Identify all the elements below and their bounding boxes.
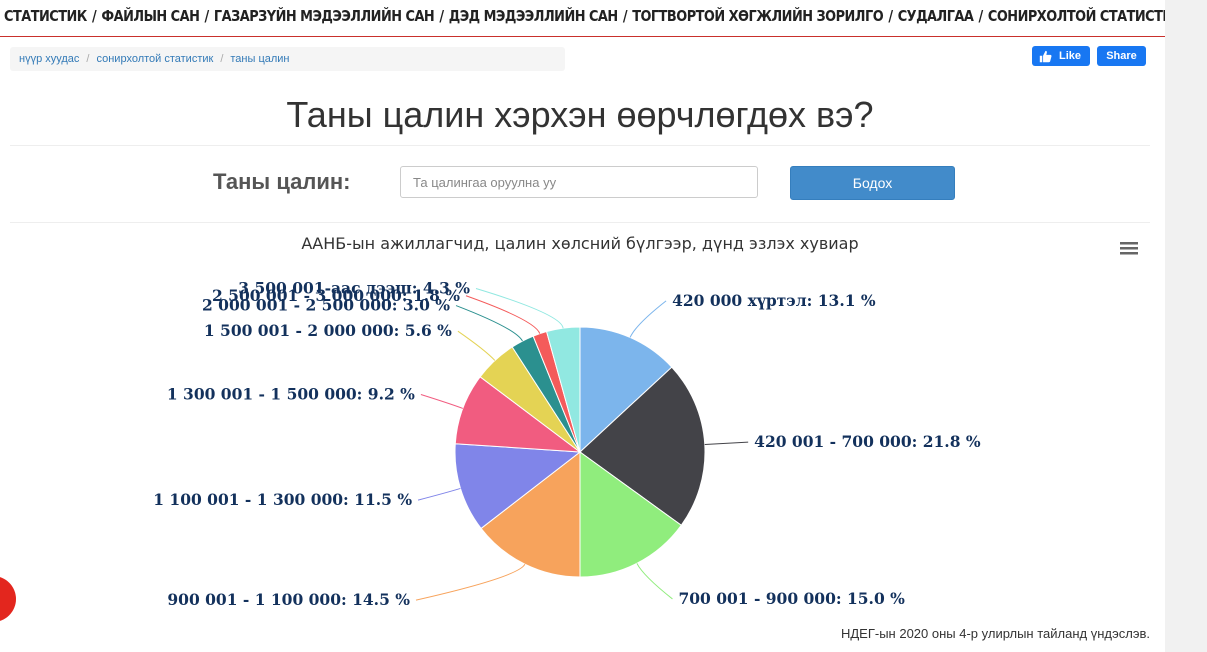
breadcrumb-item[interactable]: таны цалин: [230, 53, 290, 65]
nav-item[interactable]: СТАТИСТИК: [4, 7, 87, 25]
nav-item[interactable]: ДЭД МЭДЭЭЛЛИЙН САН: [448, 7, 618, 25]
label-connector: [465, 295, 541, 334]
nav-separator: /: [91, 7, 97, 25]
facebook-like-button[interactable]: Like: [1032, 46, 1090, 66]
pie-slice[interactable]: [480, 450, 581, 578]
chart-title: ААНБ-ын ажиллагчид, цалин хөлсний бүлгээ…: [301, 234, 858, 253]
breadcrumb: нүүр хуудас / сонирхолтой статистик / таны ц…: [10, 47, 565, 71]
data-label: 3 500 001-аас дээш: 4.3 %: [238, 279, 470, 298]
label-connector: [457, 330, 496, 361]
data-label: 2 000 001 - 2 500 000: 3.0 %: [202, 296, 450, 315]
label-connector: [475, 288, 564, 329]
data-label: 700 001 - 900 000: 15.0 %: [678, 589, 905, 608]
like-label: Like: [1059, 50, 1082, 62]
nav-item[interactable]: СОНИРХОЛТОЙ СТАТИСТИК: [987, 7, 1165, 25]
pie-slices: [454, 326, 706, 578]
nav-item[interactable]: СУДАЛГАА: [897, 7, 974, 25]
pie-slice[interactable]: [579, 451, 682, 578]
nav-items: СТАТИСТИК / ФАЙЛЫН САН / ГАЗАРЗҮЙН МЭДЭЭЛЛИЙ…: [4, 7, 1165, 25]
breadcrumb-separator: /: [220, 53, 224, 65]
salary-label: Таны цалин:: [213, 169, 351, 194]
page-title: Таны цалин хэрхэн өөрчлөгдөх вэ?: [286, 94, 874, 135]
nav-separator: /: [978, 7, 984, 25]
data-label: 2 500 001 - 3 000 000: 1.8 %: [212, 286, 460, 305]
label-connector: [455, 305, 523, 342]
nav-separator: /: [888, 7, 893, 25]
label-connector: [704, 441, 749, 446]
pie-slice[interactable]: [579, 366, 706, 526]
nav-separator: /: [439, 7, 444, 25]
calculate-button[interactable]: Бодох: [790, 166, 955, 200]
nav-item[interactable]: ФАЙЛЫН САН: [101, 7, 200, 25]
label-connector: [636, 563, 673, 600]
breadcrumb-separator: /: [86, 53, 90, 65]
nav-item[interactable]: ГАЗАРЗҮЙН МЭДЭЭЛЛИЙН САН: [213, 7, 435, 25]
nav-item[interactable]: ТОГТВОРТОЙ ХӨГЖЛИЙН ЗОРИЛГО: [632, 7, 884, 25]
divider: [10, 222, 1150, 223]
data-label: 1 500 001 - 2 000 000: 5.6 %: [204, 321, 452, 340]
source-link[interactable]: [878, 646, 1078, 652]
data-labels: 420 000 хүртэл: 13.1 % 420 001 - 700 000:…: [153, 279, 981, 610]
nav-separator: /: [622, 7, 628, 25]
label-connector: [417, 487, 461, 501]
label-connectors: [415, 288, 749, 601]
nav-separator: /: [204, 7, 210, 25]
breadcrumb-item[interactable]: нүүр хуудас: [19, 53, 80, 65]
data-label: 1 300 001 - 1 500 000: 9.2 %: [167, 385, 415, 404]
salary-input[interactable]: [400, 166, 758, 198]
data-label: 900 001 - 1 100 000: 14.5 %: [167, 590, 410, 609]
label-connector: [420, 394, 463, 409]
data-label: 1 100 001 - 1 300 000: 11.5 %: [153, 490, 412, 509]
floating-action-button[interactable]: [0, 576, 16, 622]
divider: [10, 145, 1150, 146]
salary-pie-chart: ААНБ-ын ажиллагчид, цалин хөлсний бүлгээ…: [153, 234, 1138, 610]
label-connector: [629, 300, 667, 338]
data-label: 420 000 хүртэл: 13.1 %: [672, 291, 876, 310]
scrollbar[interactable]: [1165, 0, 1207, 652]
data-label: 420 001 - 700 000: 21.8 %: [754, 432, 981, 451]
facebook-share-button[interactable]: Share: [1097, 46, 1146, 66]
pie-slice[interactable]: [545, 326, 581, 453]
thumbs-up-icon: [1039, 46, 1052, 66]
hamburger-menu-icon[interactable]: [1120, 242, 1138, 255]
breadcrumb-item[interactable]: сонирхолтой статистик: [96, 53, 214, 65]
label-connector: [415, 563, 526, 601]
source-note: НДЕГ-ын 2020 оны 4-р улирлын тайланд үнд…: [840, 626, 1150, 641]
top-navigation: СТАТИСТИК / ФАЙЛЫН САН / ГАЗАРЗҮЙН МЭДЭЭЛЛИЙ…: [0, 0, 1165, 37]
